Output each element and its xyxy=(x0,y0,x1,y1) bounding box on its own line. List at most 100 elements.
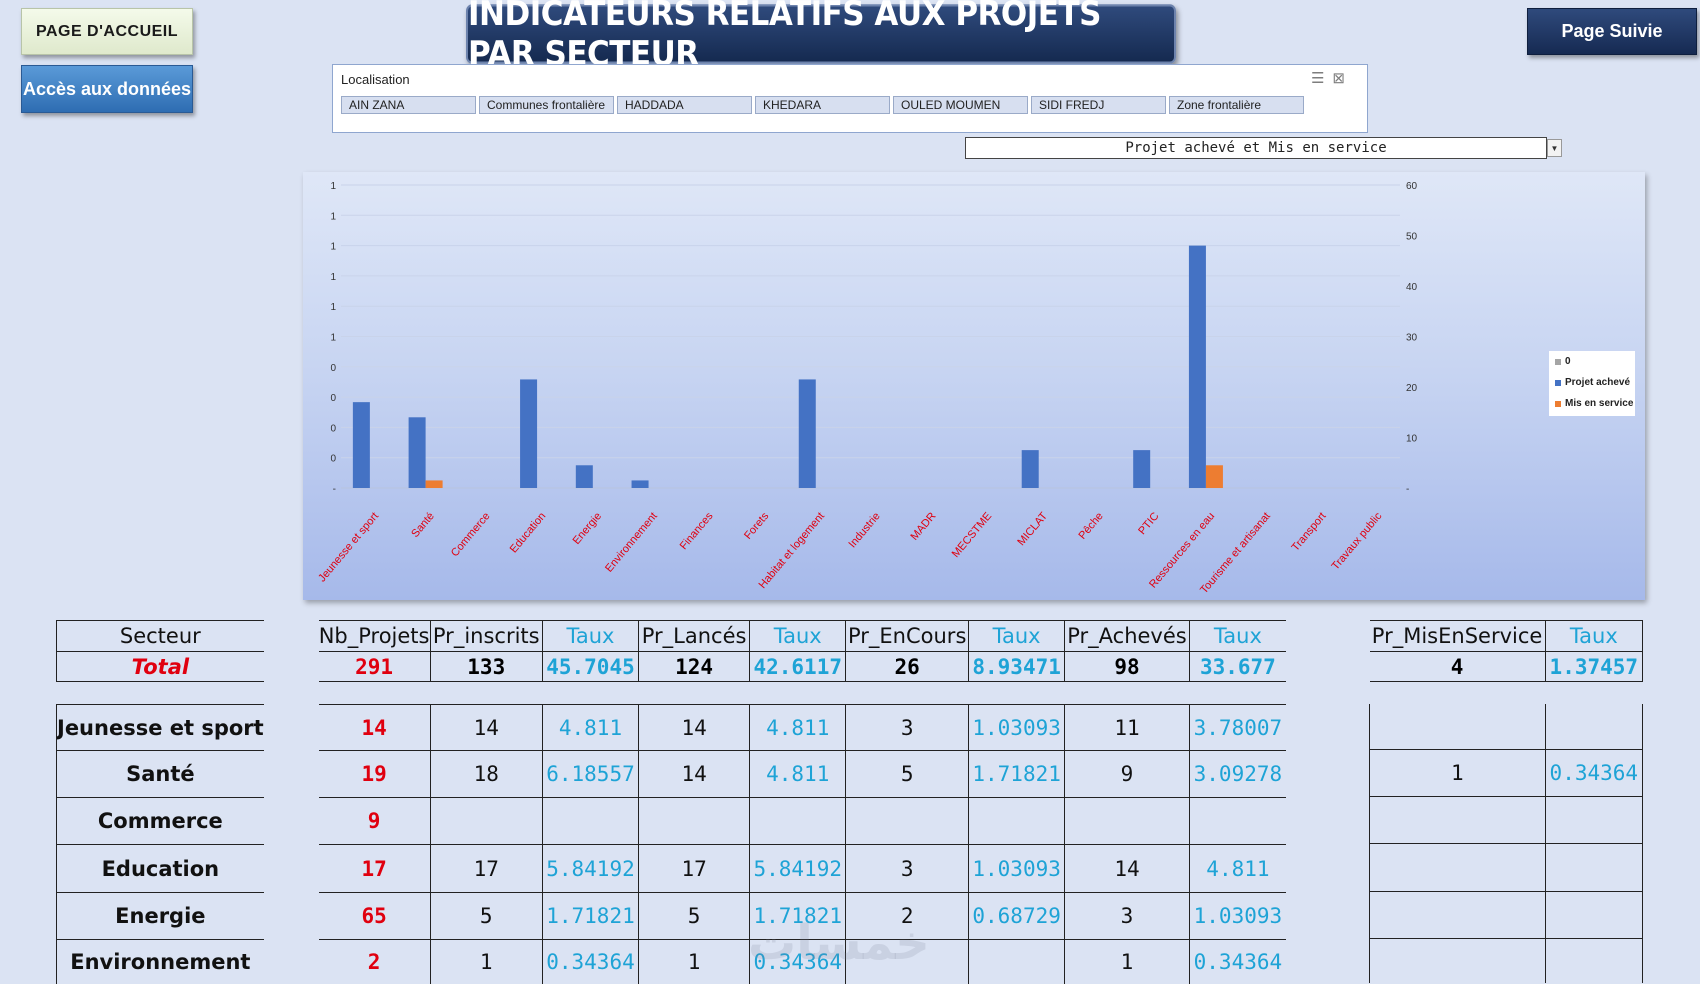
service-row xyxy=(1370,704,1643,750)
left-axis-tick: 1 xyxy=(330,333,336,344)
next-page-button[interactable]: Page Suivie xyxy=(1527,8,1697,55)
bar xyxy=(353,402,370,488)
table-cell: 98 xyxy=(1065,652,1190,682)
right-axis-tick: 50 xyxy=(1406,232,1418,243)
slicer-item[interactable]: HADDADA xyxy=(617,96,752,114)
table-cell: Pr_Lancés xyxy=(638,621,749,652)
service-spacer-row xyxy=(1370,682,1643,705)
table-cell: Taux xyxy=(1189,621,1286,652)
table-cell: 45.7045 xyxy=(543,652,639,682)
table-cell: 1 xyxy=(638,940,749,984)
status-dropdown[interactable]: Projet achevé et Mis en service xyxy=(965,137,1547,159)
category-label: Transport xyxy=(1290,510,1329,553)
table-cell: 0.34364 xyxy=(1545,750,1642,797)
left-axis-tick: 1 xyxy=(330,302,336,313)
table-cell: Secteur xyxy=(57,621,292,652)
table-cell xyxy=(1545,797,1642,844)
table-cell: Jeunesse et sport xyxy=(57,705,292,751)
dropdown-arrow-icon[interactable]: ▼ xyxy=(1547,139,1562,157)
table-cell xyxy=(1545,844,1642,892)
category-label: Forets xyxy=(742,510,772,542)
table-cell: 6.18557 xyxy=(543,751,639,798)
category-label: Energie xyxy=(571,510,605,547)
right-axis-tick: 40 xyxy=(1406,282,1418,293)
table-cell: 3 xyxy=(846,845,969,893)
table-cell: 14 xyxy=(1065,845,1190,893)
bar xyxy=(409,417,426,488)
table-cell xyxy=(969,940,1065,984)
table-cell: 1.03093 xyxy=(969,705,1065,751)
bar xyxy=(1022,450,1039,488)
category-label: Industrie xyxy=(846,510,882,550)
table-cell: 1.37457 xyxy=(1545,652,1642,682)
legend-swatch xyxy=(1555,359,1561,365)
slicer-item[interactable]: KHEDARA xyxy=(755,96,890,114)
spacer-cell xyxy=(57,682,1287,705)
category-label: Finances xyxy=(678,510,716,552)
multi-select-icon[interactable]: ☰ xyxy=(1311,70,1332,87)
table-cell: 0.34364 xyxy=(543,940,639,984)
data-access-button[interactable]: Accès aux données xyxy=(21,65,193,113)
table-cell: Pr_EnCours xyxy=(846,621,969,652)
category-label: PTIC xyxy=(1136,510,1161,537)
left-axis-tick: 0 xyxy=(330,454,336,465)
table-cell: 1.03093 xyxy=(969,845,1065,893)
table-cell xyxy=(750,798,846,845)
table-cell: Taux xyxy=(750,621,846,652)
legend-entry: Projet achevé xyxy=(1549,372,1635,393)
category-label: Jeunesse et sport xyxy=(316,510,381,584)
table-cell: 4.811 xyxy=(750,751,846,798)
table-cell: 9 xyxy=(291,798,430,845)
clear-filter-icon[interactable]: ⊠ xyxy=(1332,70,1353,87)
home-page-button[interactable]: PAGE D'ACCUEIL xyxy=(21,8,193,55)
left-axis-tick: 0 xyxy=(330,423,336,434)
table-cell: 14 xyxy=(430,705,543,751)
bar xyxy=(576,465,593,488)
left-axis-tick: 1 xyxy=(330,242,336,253)
table-cell xyxy=(1370,704,1546,750)
table-cell: 3 xyxy=(846,705,969,751)
table-cell: 4 xyxy=(1370,652,1546,682)
slicer-item[interactable]: Zone frontalière xyxy=(1169,96,1304,114)
slicer-item[interactable]: OULED MOUMEN xyxy=(893,96,1028,114)
table-cell xyxy=(638,798,749,845)
table-cell: Pr_Achevés xyxy=(1065,621,1190,652)
legend-entry: Mis en service xyxy=(1549,393,1635,414)
table-cell: 4.811 xyxy=(543,705,639,751)
table-cell: 5 xyxy=(430,893,543,940)
slicer-item[interactable]: Communes frontalière xyxy=(479,96,614,114)
table-cell: 17 xyxy=(291,845,430,893)
table-cell: 5 xyxy=(846,751,969,798)
category-label: Travaux public xyxy=(1330,510,1385,573)
table-cell: 5.84192 xyxy=(543,845,639,893)
table-cell xyxy=(543,798,639,845)
bar xyxy=(1206,465,1223,488)
category-label: MICLAT xyxy=(1015,510,1050,548)
table-cell: 14 xyxy=(638,705,749,751)
table-cell: 33.677 xyxy=(1189,652,1286,682)
category-label: Education xyxy=(508,510,549,555)
slicer-item[interactable]: AIN ZANA xyxy=(341,96,476,114)
category-label: Environnement xyxy=(603,510,660,574)
table-cell: Nb_Projets xyxy=(291,621,430,652)
table-cell: Total xyxy=(57,652,292,682)
table-cell: Taux xyxy=(543,621,639,652)
table-cell xyxy=(430,798,543,845)
table-cell: 17 xyxy=(430,845,543,893)
slicer-item[interactable]: SIDI FREDJ xyxy=(1031,96,1166,114)
bar xyxy=(799,379,816,488)
table-cell: Santé xyxy=(57,751,292,798)
table-cell: 291 xyxy=(291,652,430,682)
table-cell: Taux xyxy=(1545,621,1642,652)
table-cell: 1.71821 xyxy=(543,893,639,940)
table-cell xyxy=(846,798,969,845)
